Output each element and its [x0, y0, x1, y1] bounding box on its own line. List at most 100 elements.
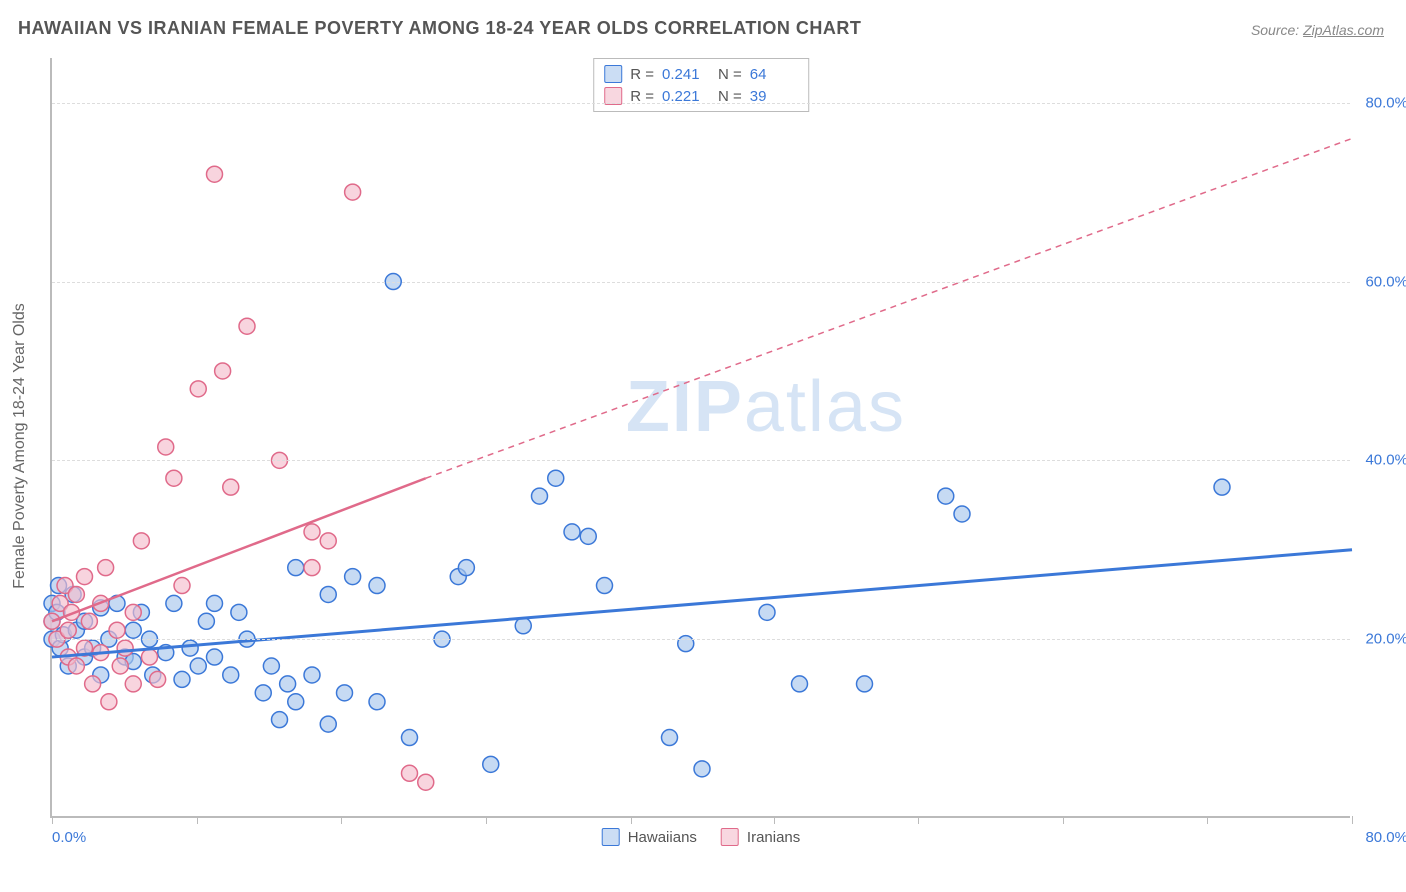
data-point [101, 694, 117, 710]
gridline [52, 282, 1350, 283]
legend-correlation: R =0.241N =64R =0.221N =39 [593, 58, 809, 112]
data-point [369, 578, 385, 594]
x-tick [341, 816, 342, 824]
x-tick [1207, 816, 1208, 824]
data-point [174, 671, 190, 687]
trend-line [52, 478, 426, 621]
data-point [68, 586, 84, 602]
data-point [125, 604, 141, 620]
source-link[interactable]: ZipAtlas.com [1303, 22, 1384, 38]
source-attribution: Source: ZipAtlas.com [1251, 22, 1384, 38]
data-point [320, 533, 336, 549]
data-point [190, 381, 206, 397]
data-point [532, 488, 548, 504]
data-point [231, 604, 247, 620]
y-tick-label: 40.0% [1353, 452, 1406, 469]
data-point [81, 613, 97, 629]
data-point [597, 578, 613, 594]
legend-swatch [604, 65, 622, 83]
trend-line [52, 550, 1352, 657]
y-axis-label: Female Poverty Among 18-24 Year Olds [11, 303, 29, 589]
data-point [60, 622, 76, 638]
data-point [288, 560, 304, 576]
data-point [483, 756, 499, 772]
legend-n-label: N = [718, 66, 742, 83]
legend-n-value: 64 [750, 66, 798, 83]
data-point [112, 658, 128, 674]
y-tick-label: 60.0% [1353, 273, 1406, 290]
legend-series: Hawaiians Iranians [602, 828, 801, 846]
legend-bottom-item: Hawaiians [602, 828, 697, 846]
data-point [369, 694, 385, 710]
data-point [77, 569, 93, 585]
x-tick [1063, 816, 1064, 824]
data-point [678, 636, 694, 652]
legend-r-value: 0.241 [662, 66, 710, 83]
data-point [109, 622, 125, 638]
data-point [117, 640, 133, 656]
data-point [223, 479, 239, 495]
data-point [337, 685, 353, 701]
scatter-svg [52, 58, 1350, 816]
data-point [190, 658, 206, 674]
data-point [207, 649, 223, 665]
data-point [580, 528, 596, 544]
data-point [280, 676, 296, 692]
plot-area: ZIPatlas R =0.241N =64R =0.221N =39 Hawa… [50, 58, 1350, 818]
data-point [320, 586, 336, 602]
x-tick-min: 0.0% [52, 829, 86, 846]
x-tick [486, 816, 487, 824]
data-point [320, 716, 336, 732]
chart-title: HAWAIIAN VS IRANIAN FEMALE POVERTY AMONG… [18, 18, 861, 39]
data-point [142, 649, 158, 665]
x-tick [52, 816, 53, 824]
data-point [198, 613, 214, 629]
data-point [402, 765, 418, 781]
data-point [272, 712, 288, 728]
data-point [158, 439, 174, 455]
data-point [207, 166, 223, 182]
data-point [548, 470, 564, 486]
x-tick-max: 80.0% [1365, 829, 1406, 846]
legend-top-row: R = 0.241 N = 64 [604, 63, 798, 85]
x-tick [631, 816, 632, 824]
data-point [938, 488, 954, 504]
gridline [52, 639, 1350, 640]
data-point [263, 658, 279, 674]
legend-bottom-item: Iranians [721, 828, 800, 846]
data-point [125, 676, 141, 692]
legend-r-label: R = [630, 66, 654, 83]
legend-swatch [721, 828, 739, 846]
data-point [515, 618, 531, 634]
data-point [98, 560, 114, 576]
data-point [207, 595, 223, 611]
data-point [402, 730, 418, 746]
x-tick [1352, 816, 1353, 824]
trend-line [426, 138, 1352, 478]
data-point [304, 524, 320, 540]
data-point [215, 363, 231, 379]
data-point [857, 676, 873, 692]
data-point [304, 560, 320, 576]
data-point [288, 694, 304, 710]
chart-container: HAWAIIAN VS IRANIAN FEMALE POVERTY AMONG… [0, 0, 1406, 892]
legend-series-label: Iranians [747, 829, 800, 846]
data-point [182, 640, 198, 656]
x-tick [774, 816, 775, 824]
data-point [1214, 479, 1230, 495]
data-point [68, 658, 84, 674]
data-point [345, 184, 361, 200]
data-point [694, 761, 710, 777]
data-point [125, 622, 141, 638]
data-point [792, 676, 808, 692]
data-point [759, 604, 775, 620]
data-point [166, 470, 182, 486]
legend-swatch [602, 828, 620, 846]
source-label: Source: [1251, 22, 1299, 38]
data-point [564, 524, 580, 540]
legend-series-label: Hawaiians [628, 829, 697, 846]
x-tick [197, 816, 198, 824]
data-point [418, 774, 434, 790]
data-point [345, 569, 361, 585]
data-point [954, 506, 970, 522]
